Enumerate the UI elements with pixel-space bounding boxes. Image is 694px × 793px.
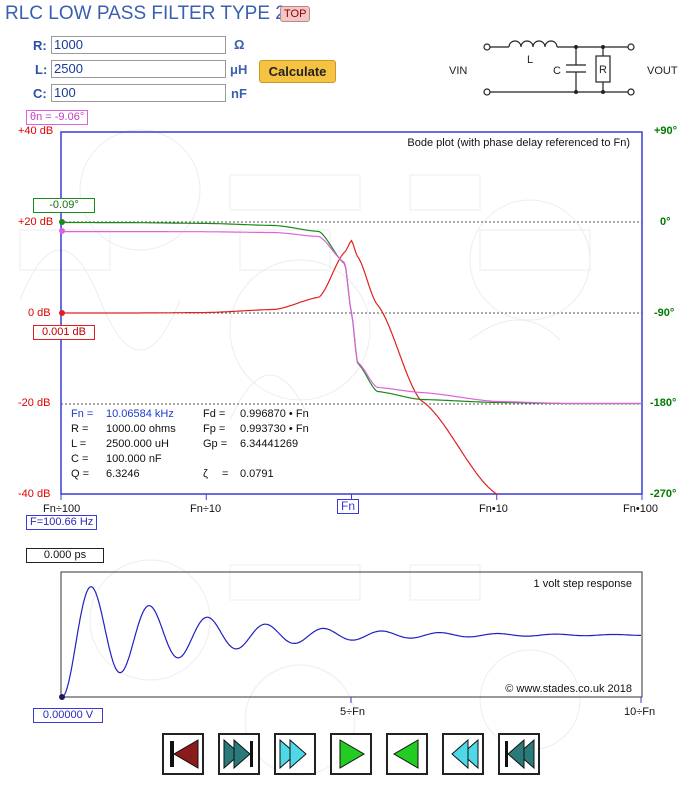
page-title: RLC LOW PASS FILTER TYPE 2 bbox=[5, 3, 286, 24]
copyright: © www.stades.co.uk 2018 bbox=[505, 683, 632, 695]
y-tick-label: -40 dB bbox=[18, 488, 51, 500]
l-unit: μH bbox=[230, 62, 248, 77]
r-unit: Ω bbox=[234, 37, 245, 52]
circuit-r-label: R bbox=[599, 64, 607, 76]
play-backward-button[interactable] bbox=[386, 733, 428, 775]
y2-tick-label: 0° bbox=[660, 216, 671, 228]
y2-tick-label: -180° bbox=[650, 397, 677, 409]
gain-marker-dot bbox=[59, 310, 65, 316]
bode-title: Bode plot (with phase delay referenced t… bbox=[407, 137, 630, 149]
fast-backward-button[interactable] bbox=[442, 733, 484, 775]
x-tick-label: Fn•10 bbox=[479, 503, 508, 515]
param-gp-value: 6.34441269 bbox=[240, 438, 299, 450]
c-input[interactable]: 100 bbox=[51, 84, 226, 102]
y-tick-label: -20 dB bbox=[18, 397, 51, 409]
top-button[interactable]: TOP bbox=[280, 6, 311, 22]
param-fp-value: 0.993730 • Fn bbox=[240, 423, 309, 435]
x-tick-label: Fn÷10 bbox=[190, 503, 222, 515]
rewind-fast-button[interactable] bbox=[498, 733, 540, 775]
circuit-diagram: L C R VIN VOUT bbox=[449, 40, 678, 96]
c-unit: nF bbox=[231, 86, 247, 101]
y2-tick-label: -270° bbox=[650, 488, 677, 500]
voltage-readout: 0.00000 V bbox=[33, 708, 103, 723]
calculate-button[interactable]: Calculate bbox=[259, 60, 336, 83]
c-label: C: bbox=[33, 86, 47, 101]
param-zeta-eq: = bbox=[222, 468, 229, 480]
y-tick-label: +40 dB bbox=[18, 125, 54, 137]
param-l-value: 2500.000 uH bbox=[106, 438, 169, 450]
param-l-label: L = bbox=[71, 438, 87, 450]
phase-readout: -0.09° bbox=[33, 198, 95, 213]
circuit-vout-label: VOUT bbox=[647, 65, 678, 77]
y2-tick-label: -90° bbox=[654, 307, 675, 319]
param-fp-label: Fp = bbox=[203, 423, 226, 435]
circuit-l-label: L bbox=[527, 54, 533, 66]
theta-readout: θn = -9.06° bbox=[26, 110, 89, 125]
step-x-tick-label: 5÷Fn bbox=[340, 706, 365, 718]
play-forward-icon bbox=[339, 739, 365, 769]
gain-readout: 0.001 dB bbox=[33, 325, 95, 340]
param-zeta-label: ζ bbox=[203, 468, 208, 480]
param-c-label: C = bbox=[71, 453, 89, 465]
rewind-to-start-icon bbox=[170, 739, 199, 769]
r-input[interactable]: 1000 bbox=[51, 36, 226, 54]
step-fast-forward-teal-icon bbox=[223, 738, 253, 770]
circuit-c-label: C bbox=[553, 65, 561, 77]
param-gp-label: Gp = bbox=[203, 438, 228, 450]
double-backward-cyan-icon bbox=[451, 738, 479, 770]
param-q-value: 6.3246 bbox=[106, 468, 140, 480]
param-r-label: R = bbox=[71, 423, 89, 435]
param-q-label: Q = bbox=[71, 468, 90, 480]
step-origin-dot bbox=[59, 694, 65, 700]
param-fn-label: Fn = bbox=[71, 408, 94, 420]
rewind-fast-teal-icon bbox=[505, 738, 535, 770]
l-label: L: bbox=[35, 62, 48, 77]
gain-curve bbox=[61, 239, 499, 495]
time-readout: 0.000 ps bbox=[26, 548, 104, 563]
frequency-readout: F=100.66 Hz bbox=[26, 515, 98, 530]
param-r-value: 1000.00 ohms bbox=[106, 423, 176, 435]
fn-marker[interactable]: Fn bbox=[337, 499, 360, 514]
step-title: 1 volt step response bbox=[534, 578, 632, 590]
step-x-tick-label: 10÷Fn bbox=[624, 706, 656, 718]
y2-tick-label: +90° bbox=[654, 125, 678, 137]
param-fn-value: 10.06584 kHz bbox=[106, 408, 174, 420]
y-tick-label: 0 dB bbox=[28, 307, 51, 319]
l-input[interactable]: 2500 bbox=[51, 60, 226, 78]
delay-marker-dot bbox=[59, 228, 65, 234]
step-response-curve bbox=[61, 586, 641, 698]
circuit-vin-label: VIN bbox=[449, 65, 467, 77]
param-zeta-value: 0.0791 bbox=[240, 468, 274, 480]
x-tick-label: Fn•100 bbox=[623, 503, 659, 515]
phase-marker-dot bbox=[59, 219, 65, 225]
play-forward-button[interactable] bbox=[330, 733, 372, 775]
param-fd-label: Fd = bbox=[203, 408, 226, 420]
r-label: R: bbox=[33, 38, 47, 53]
y-tick-label: +20 dB bbox=[18, 216, 54, 228]
play-backward-icon bbox=[393, 739, 419, 769]
param-c-value: 100.000 nF bbox=[106, 453, 162, 465]
x-tick-label: Fn÷100 bbox=[43, 503, 81, 515]
step-forward-fast-button[interactable] bbox=[274, 733, 316, 775]
phase-delay-curve bbox=[61, 231, 642, 405]
param-fd-value: 0.996870 • Fn bbox=[240, 408, 309, 420]
double-forward-cyan-icon bbox=[279, 738, 307, 770]
step-back-fast-button[interactable] bbox=[218, 733, 260, 775]
rewind-to-start-button[interactable] bbox=[162, 733, 204, 775]
